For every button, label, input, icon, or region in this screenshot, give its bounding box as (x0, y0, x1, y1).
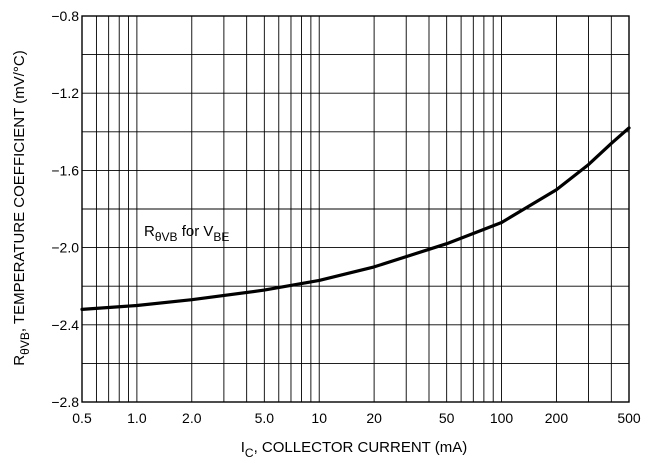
series-line (80, 126, 631, 311)
x-tick-label: 20 (366, 410, 382, 426)
annotation-sub2: BE (213, 230, 229, 244)
y-tick-label: −2.8 (51, 394, 79, 410)
x-axis-label-main: I (241, 439, 245, 456)
x-axis-label-rest: , COLLECTOR CURRENT (mA) (254, 439, 468, 456)
y-axis-label-main: R (11, 355, 28, 366)
plot-frame (81, 15, 630, 403)
x-tick-label: 2.0 (182, 410, 202, 426)
annotation-sub: θVB (155, 230, 178, 244)
y-axis-label-rest: , TEMPERATURE COEFFICIENT (mV/°C) (11, 50, 28, 332)
grid-lines (81, 15, 630, 403)
y-tick-label: −2.4 (51, 317, 79, 333)
y-axis-label-sub: θVB (18, 332, 32, 355)
x-axis-tick-labels: 0.5 1.0 2.0 5.0 10 20 50 100 200 500 (72, 410, 641, 426)
y-axis-label: RθVB, TEMPERATURE COEFFICIENT (mV/°C) (11, 50, 32, 365)
y-tick-label: −1.2 (51, 85, 79, 101)
series-layer (80, 126, 631, 311)
annotation-mid: for V (178, 223, 214, 240)
x-tick-label: 0.5 (72, 410, 92, 426)
x-tick-label: 100 (490, 410, 514, 426)
x-axis-label: IC, COLLECTOR CURRENT (mA) (241, 439, 467, 460)
series-annotation: RθVB for VBE (144, 223, 229, 244)
y-tick-label: −2.0 (51, 240, 79, 256)
x-tick-label: 50 (439, 410, 455, 426)
y-tick-label: −1.6 (51, 162, 79, 178)
x-tick-label: 200 (545, 410, 569, 426)
x-tick-label: 10 (311, 410, 327, 426)
x-tick-label: 500 (617, 410, 641, 426)
y-axis-tick-labels: −0.8 −1.2 −1.6 −2.0 −2.4 −2.8 (51, 8, 79, 410)
y-tick-label: −0.8 (51, 8, 79, 24)
annotation-main: R (144, 223, 155, 240)
x-axis-label-sub: C (245, 446, 254, 460)
x-tick-label: 5.0 (255, 410, 275, 426)
x-tick-label: 1.0 (127, 410, 147, 426)
